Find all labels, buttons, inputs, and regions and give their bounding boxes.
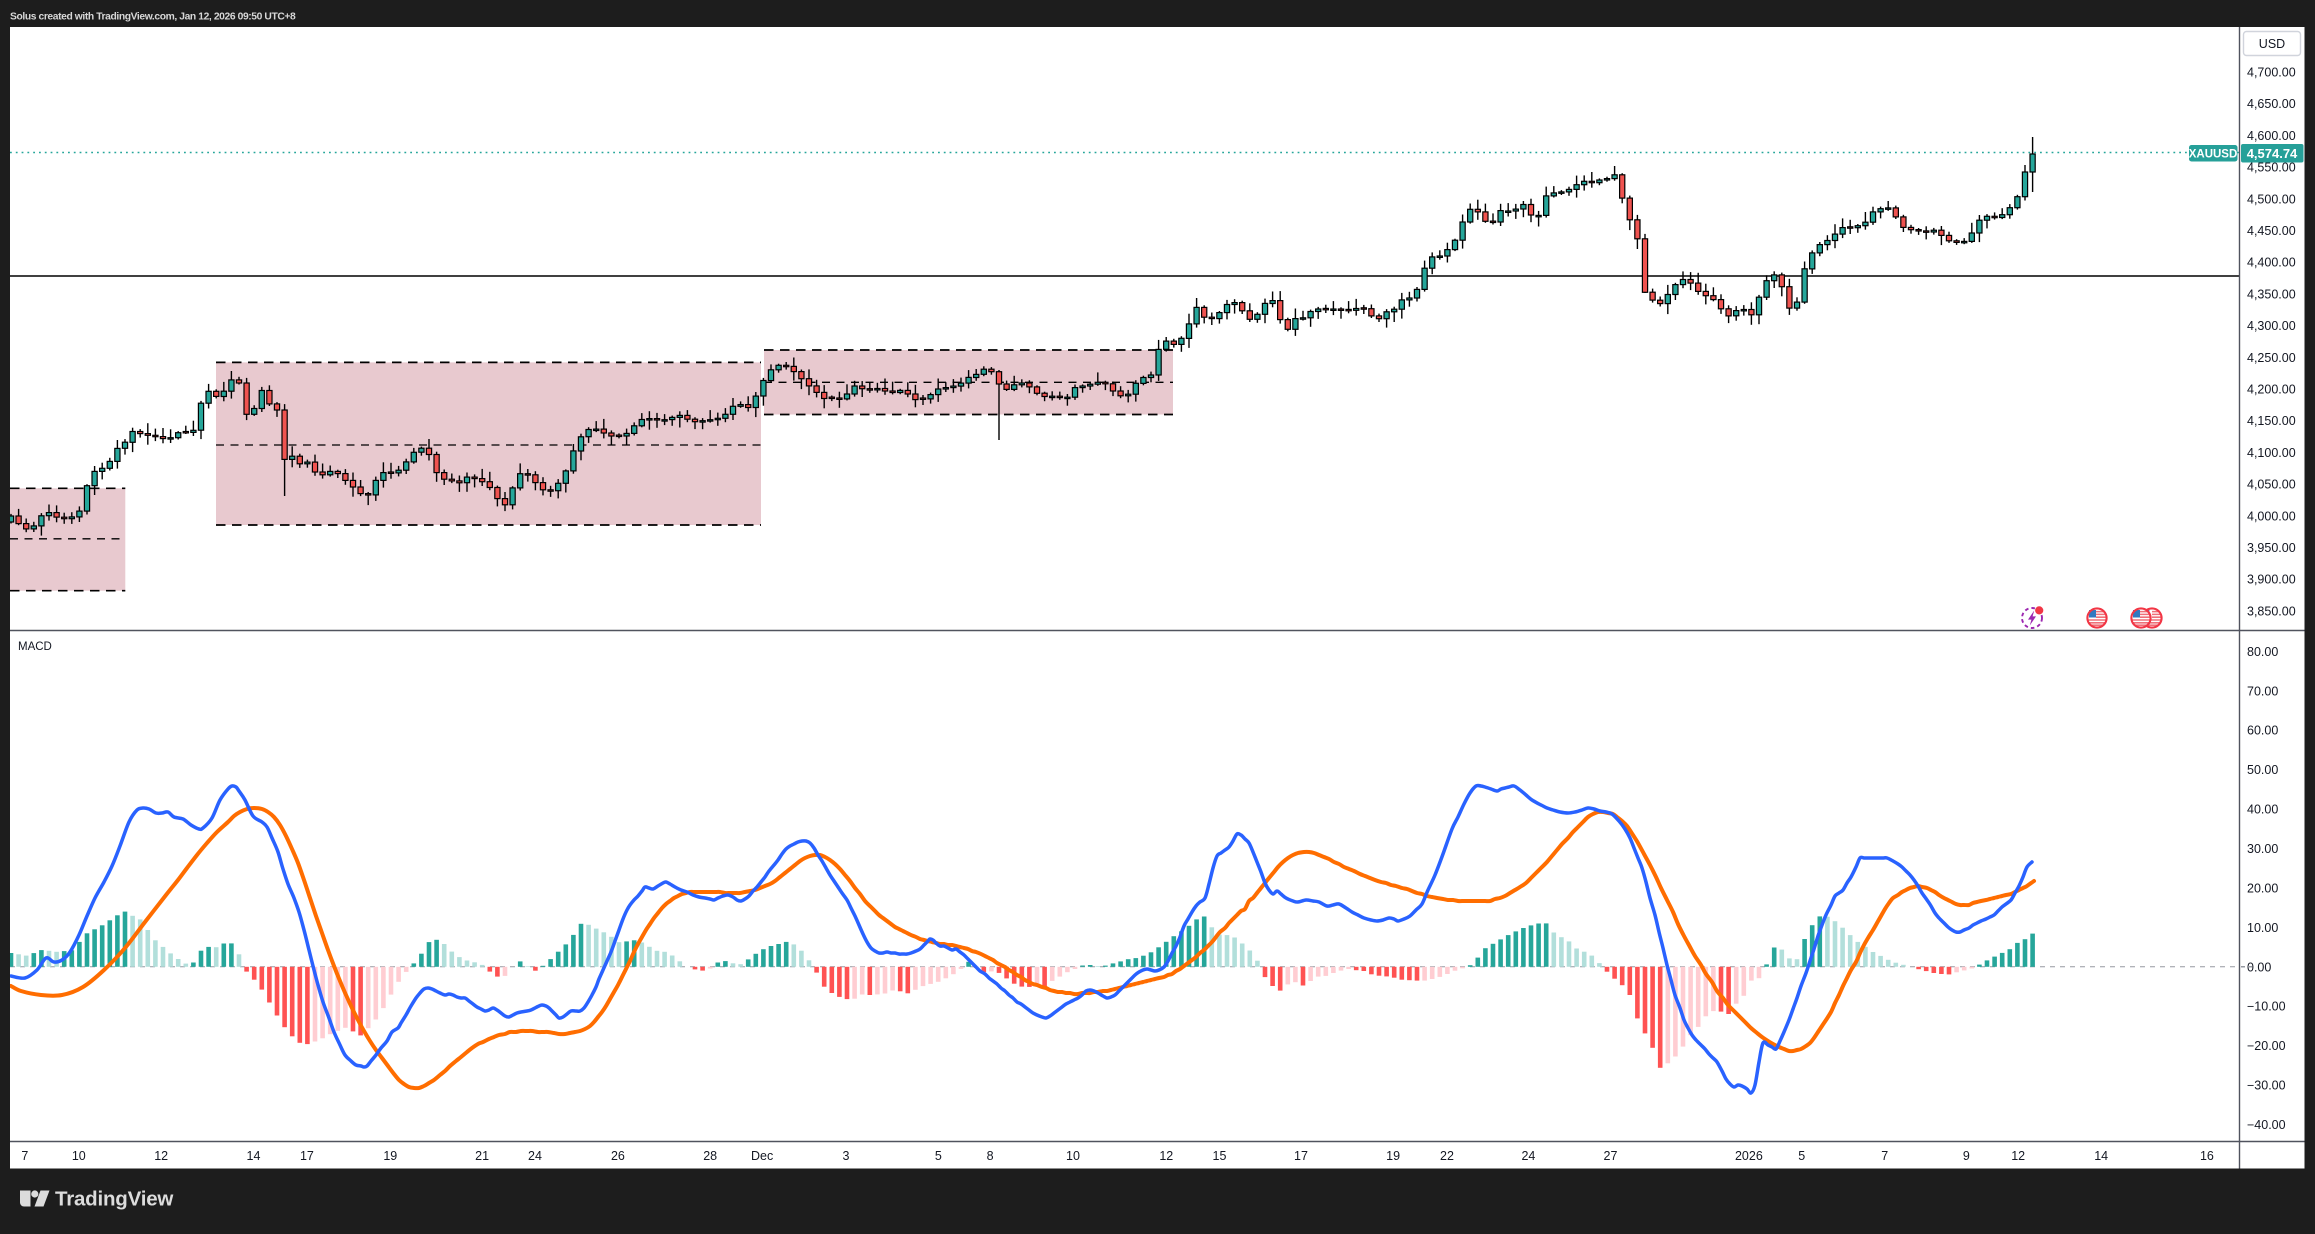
svg-text:15: 15	[1213, 1149, 1227, 1163]
svg-text:50.00: 50.00	[2247, 763, 2278, 777]
svg-text:10: 10	[1066, 1149, 1080, 1163]
svg-text:3: 3	[843, 1149, 850, 1163]
svg-text:20.00: 20.00	[2247, 881, 2278, 895]
svg-text:12: 12	[154, 1149, 168, 1163]
svg-text:19: 19	[1386, 1149, 1400, 1163]
svg-text:3,850.00: 3,850.00	[2247, 604, 2296, 618]
svg-text:4,650.00: 4,650.00	[2247, 97, 2296, 111]
svg-text:3,900.00: 3,900.00	[2247, 573, 2296, 587]
svg-text:17: 17	[1294, 1149, 1308, 1163]
svg-text:10: 10	[72, 1149, 86, 1163]
svg-text:28: 28	[703, 1149, 717, 1163]
svg-text:12: 12	[1159, 1149, 1173, 1163]
svg-text:14: 14	[2094, 1149, 2108, 1163]
svg-text:5: 5	[1798, 1149, 1805, 1163]
svg-text:70.00: 70.00	[2247, 684, 2278, 698]
svg-text:4,250.00: 4,250.00	[2247, 351, 2296, 365]
svg-text:MACD: MACD	[18, 641, 52, 653]
svg-text:2026: 2026	[1735, 1149, 1763, 1163]
svg-text:4,500.00: 4,500.00	[2247, 192, 2296, 206]
svg-text:4,000.00: 4,000.00	[2247, 509, 2296, 523]
svg-text:4,600.00: 4,600.00	[2247, 129, 2296, 143]
svg-text:4,550.00: 4,550.00	[2247, 161, 2296, 175]
svg-text:80.00: 80.00	[2247, 645, 2278, 659]
svg-text:40.00: 40.00	[2247, 803, 2278, 817]
svg-text:4,200.00: 4,200.00	[2247, 383, 2296, 397]
svg-text:4,450.00: 4,450.00	[2247, 224, 2296, 238]
svg-text:4,300.00: 4,300.00	[2247, 319, 2296, 333]
svg-text:19: 19	[383, 1149, 397, 1163]
svg-text:4,050.00: 4,050.00	[2247, 478, 2296, 492]
svg-text:21: 21	[475, 1149, 489, 1163]
svg-text:−30.00: −30.00	[2247, 1079, 2286, 1093]
svg-text:7: 7	[1881, 1149, 1888, 1163]
svg-text:27: 27	[1604, 1149, 1618, 1163]
svg-text:60.00: 60.00	[2247, 724, 2278, 738]
svg-text:Dec: Dec	[751, 1149, 773, 1163]
svg-text:4,400.00: 4,400.00	[2247, 256, 2296, 270]
svg-text:−20.00: −20.00	[2247, 1039, 2286, 1053]
svg-text:TradingView: TradingView	[55, 1188, 173, 1211]
svg-text:4,350.00: 4,350.00	[2247, 287, 2296, 301]
svg-text:4,150.00: 4,150.00	[2247, 414, 2296, 428]
svg-text:4,100.00: 4,100.00	[2247, 446, 2296, 460]
svg-text:12: 12	[2011, 1149, 2025, 1163]
svg-text:3,950.00: 3,950.00	[2247, 541, 2296, 555]
svg-text:9: 9	[1963, 1149, 1970, 1163]
svg-text:4,574.74: 4,574.74	[2247, 146, 2298, 161]
svg-text:26: 26	[611, 1149, 625, 1163]
svg-text:USD: USD	[2259, 37, 2285, 51]
svg-text:16: 16	[2200, 1149, 2214, 1163]
svg-text:24: 24	[528, 1149, 542, 1163]
svg-text:30.00: 30.00	[2247, 842, 2278, 856]
svg-text:7: 7	[21, 1149, 28, 1163]
svg-text:17: 17	[300, 1149, 314, 1163]
svg-text:14: 14	[247, 1149, 261, 1163]
svg-text:10.00: 10.00	[2247, 921, 2278, 935]
svg-text:4,700.00: 4,700.00	[2247, 66, 2296, 80]
svg-text:22: 22	[1440, 1149, 1454, 1163]
svg-text:5: 5	[935, 1149, 942, 1163]
svg-text:−10.00: −10.00	[2247, 1000, 2286, 1014]
svg-text:−40.00: −40.00	[2247, 1118, 2286, 1132]
svg-text:Solus created with TradingView: Solus created with TradingView.com, Jan …	[10, 12, 296, 23]
svg-text:XAUUSD: XAUUSD	[2189, 149, 2238, 161]
svg-text:24: 24	[1521, 1149, 1535, 1163]
svg-text:8: 8	[987, 1149, 994, 1163]
